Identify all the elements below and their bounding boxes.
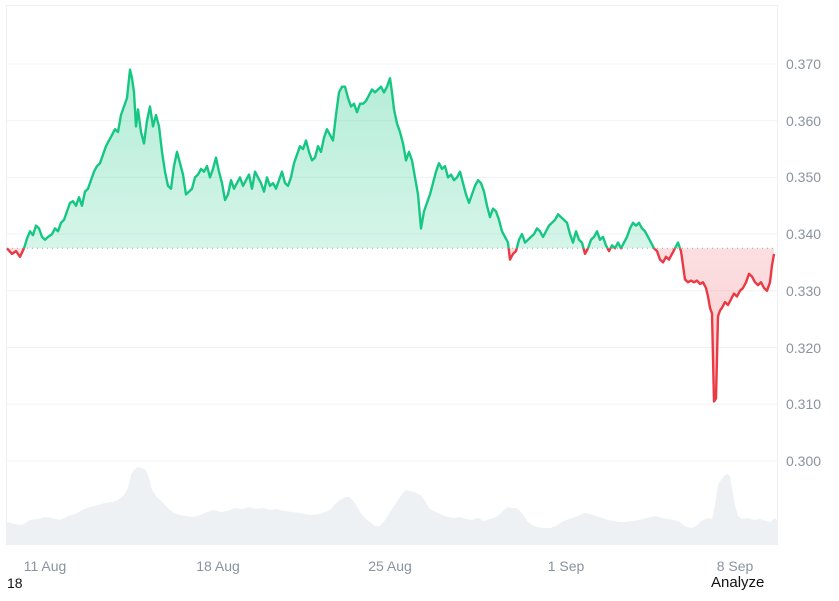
- price-area-below-baseline: [7, 248, 774, 402]
- x-tick-label: 11 Aug: [23, 558, 67, 574]
- y-tick-label: 0.350: [786, 169, 822, 186]
- price-area-above-baseline: [24, 69, 681, 249]
- x-tick-label: 18 Aug: [196, 558, 240, 574]
- plot-frame: [6, 5, 778, 545]
- volume-area: [7, 467, 777, 544]
- y-tick-label: 0.360: [786, 112, 822, 129]
- y-tick-label: 0.340: [786, 226, 822, 243]
- y-tick-label: 0.330: [786, 282, 822, 299]
- y-tick-label: 0.370: [786, 56, 822, 72]
- y-tick-label: 0.300: [786, 452, 822, 469]
- price-line-down[interactable]: [6, 70, 776, 403]
- bottom-left-label: 18: [7, 575, 23, 591]
- y-tick-label: 0.310: [786, 396, 822, 413]
- x-tick-label: 25 Aug: [368, 558, 412, 574]
- analyze-link[interactable]: Analyze: [711, 574, 765, 591]
- y-tick-label: 0.320: [786, 339, 822, 356]
- x-tick-label: 1 Sep: [547, 558, 585, 574]
- x-tick-label: 8 Sep: [716, 558, 754, 574]
- price-line-up[interactable]: [7, 68, 774, 402]
